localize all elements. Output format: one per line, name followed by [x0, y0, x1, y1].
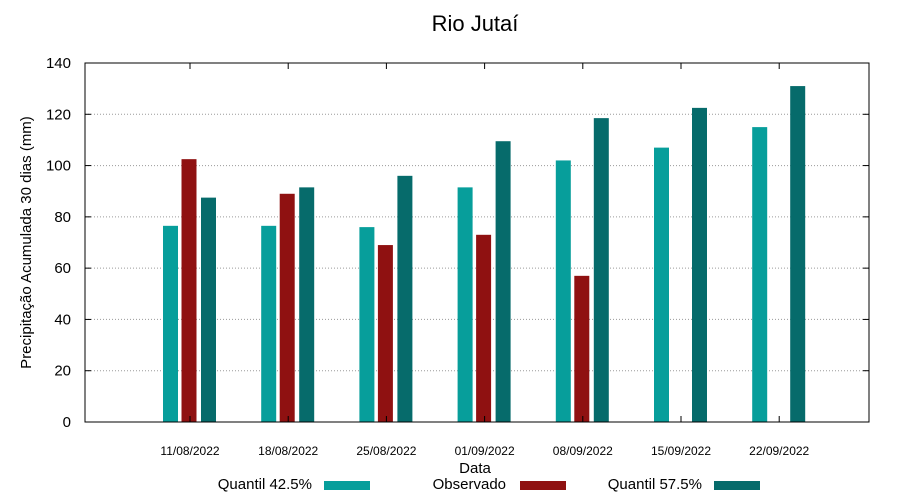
- bar: [574, 275, 590, 422]
- bar: [279, 193, 295, 422]
- legend: Quantil 42.5% Observado Quantil 57.5%: [218, 476, 760, 493]
- bar: [377, 245, 393, 422]
- plot-frame: [84, 62, 870, 423]
- y-tick-label: 40: [54, 311, 71, 328]
- bar: [397, 175, 413, 422]
- x-tick-label: 18/08/2022: [258, 444, 318, 458]
- x-tick-label: 15/09/2022: [651, 444, 711, 458]
- y-tick-label: 60: [54, 260, 71, 277]
- y-tick-label: 120: [46, 106, 71, 123]
- chart-title: Rio Jutaí: [432, 11, 519, 36]
- bar: [359, 227, 375, 422]
- x-axis-label: Data: [459, 460, 491, 477]
- bar: [201, 197, 216, 422]
- y-tick-label: 20: [54, 363, 71, 380]
- bar: [555, 160, 571, 422]
- y-axis-label: Precipitação Acumulada 30 dias (mm): [18, 116, 35, 369]
- x-axis-ticks: 11/08/2022 18/08/2022 25/08/2022 01/09/2022…: [160, 63, 810, 458]
- bar: [593, 118, 609, 422]
- legend-label: Observado: [433, 476, 506, 493]
- legend-swatch: [324, 481, 370, 490]
- legend-swatch: [714, 481, 760, 490]
- bar: [692, 107, 707, 422]
- x-tick-label: 25/08/2022: [356, 444, 416, 458]
- bar: [181, 159, 197, 423]
- bar: [752, 127, 768, 422]
- bar: [476, 234, 492, 422]
- x-tick-label: 22/09/2022: [749, 444, 809, 458]
- y-tick-label: 140: [46, 55, 71, 72]
- y-axis-ticks: 0 20 40 60 80 100 120 140: [46, 55, 869, 431]
- legend-label: Quantil 57.5%: [608, 476, 702, 493]
- legend-swatch: [520, 481, 566, 490]
- bar: [495, 141, 511, 423]
- x-tick-label: 01/09/2022: [455, 444, 515, 458]
- bar: [790, 86, 806, 422]
- bar: [299, 187, 315, 422]
- bar: [163, 225, 178, 422]
- y-tick-label: 80: [54, 209, 71, 226]
- y-tick-label: 100: [46, 158, 71, 175]
- bar: [457, 187, 473, 422]
- legend-label: Quantil 42.5%: [218, 476, 312, 493]
- x-tick-label: 11/08/2022: [160, 444, 219, 458]
- bar: [654, 147, 669, 422]
- bars: [163, 86, 806, 423]
- bar: [261, 225, 277, 422]
- y-tick-label: 0: [63, 414, 71, 431]
- x-tick-label: 08/09/2022: [553, 444, 613, 458]
